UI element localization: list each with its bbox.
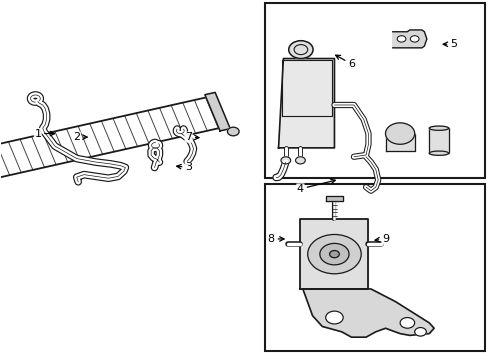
Circle shape: [295, 157, 305, 164]
Text: 5: 5: [442, 39, 456, 49]
Polygon shape: [300, 219, 368, 289]
Circle shape: [319, 243, 348, 265]
Text: 3: 3: [176, 162, 192, 172]
Polygon shape: [204, 93, 230, 131]
Circle shape: [396, 36, 405, 42]
Circle shape: [325, 311, 343, 324]
Ellipse shape: [428, 126, 448, 130]
Text: 1: 1: [34, 129, 55, 139]
Circle shape: [399, 318, 414, 328]
Polygon shape: [325, 196, 343, 202]
Text: 8: 8: [267, 234, 284, 244]
Circle shape: [288, 41, 312, 59]
Polygon shape: [302, 289, 433, 337]
Circle shape: [409, 36, 418, 42]
Bar: [264, 184, 484, 351]
Polygon shape: [392, 30, 426, 48]
Text: 6: 6: [335, 55, 354, 69]
Circle shape: [307, 234, 361, 274]
Polygon shape: [0, 98, 219, 180]
Circle shape: [281, 157, 290, 164]
Polygon shape: [278, 59, 334, 148]
Circle shape: [329, 251, 339, 258]
Ellipse shape: [428, 151, 448, 156]
Circle shape: [414, 328, 426, 336]
Text: 9: 9: [374, 234, 388, 244]
Bar: [264, 3, 484, 178]
Text: 7: 7: [184, 132, 199, 142]
Circle shape: [385, 123, 414, 144]
Text: 4: 4: [296, 179, 335, 194]
Polygon shape: [385, 134, 414, 152]
Circle shape: [227, 127, 239, 136]
Text: 2: 2: [73, 132, 87, 142]
Polygon shape: [428, 128, 448, 153]
